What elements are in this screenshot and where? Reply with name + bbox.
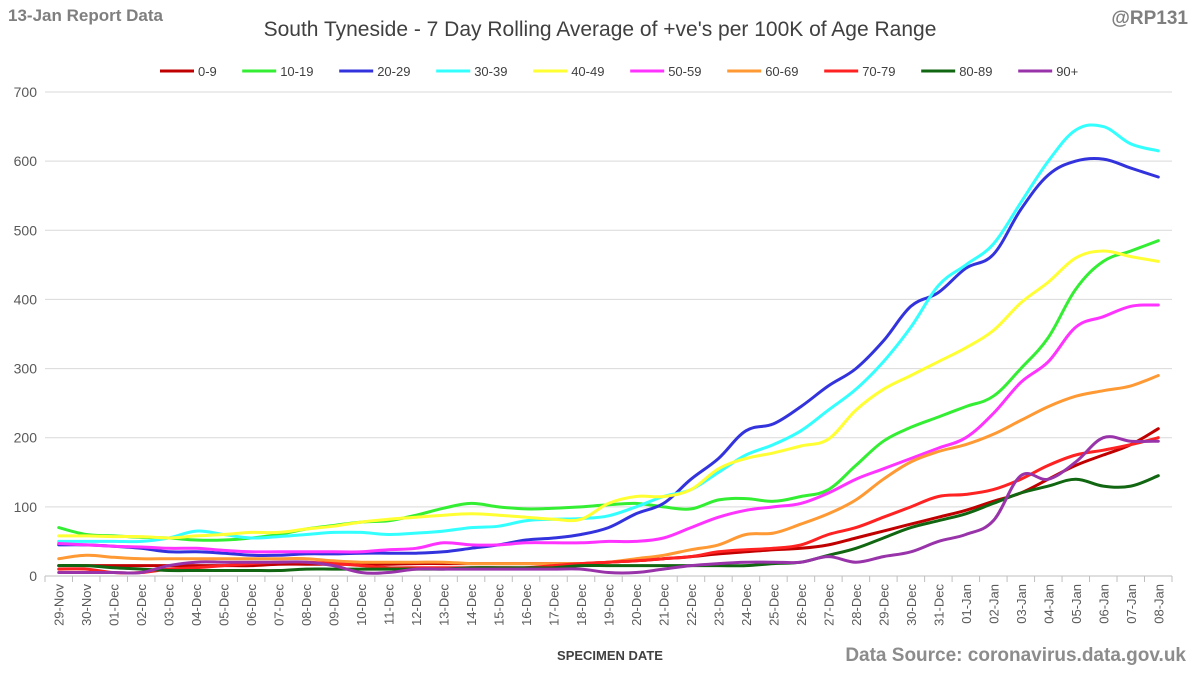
series-line-30-39 <box>57 123 1160 544</box>
legend-label: 60-69 <box>765 64 798 79</box>
legend-label: 80-89 <box>959 64 992 79</box>
x-tick-label: 21-Dec <box>656 584 671 626</box>
x-tick-label: 28-Dec <box>849 584 864 626</box>
x-tick-label: 25-Dec <box>766 584 781 626</box>
series-line-70-79 <box>57 436 1160 575</box>
y-tick-label: 200 <box>14 430 38 446</box>
x-tick-label: 12-Dec <box>409 584 424 626</box>
author-handle: @RP131 <box>1111 8 1188 29</box>
x-tick-label: 23-Dec <box>711 584 726 626</box>
x-tick-label: 14-Dec <box>464 584 479 626</box>
x-axis-label: SPECIMEN DATE <box>557 648 663 663</box>
x-tick-label: 19-Dec <box>602 584 617 626</box>
x-tick-label: 06-Jan <box>1096 584 1111 624</box>
x-tick-label: 01-Jan <box>959 584 974 624</box>
y-tick-label: 100 <box>14 499 38 515</box>
series-line-20-29 <box>57 156 1160 557</box>
legend-label: 50-59 <box>668 64 701 79</box>
legend-label: 70-79 <box>862 64 895 79</box>
legend-label: 0-9 <box>198 64 217 79</box>
x-tick-label: 03-Jan <box>1014 584 1029 624</box>
x-tick-label: 04-Dec <box>189 584 204 626</box>
legend-label: 90+ <box>1056 64 1078 79</box>
legend-label: 30-39 <box>474 64 507 79</box>
report-date-label: 13-Jan Report Data <box>8 6 163 25</box>
x-tick-label: 15-Dec <box>492 584 507 626</box>
legend-label: 40-49 <box>571 64 604 79</box>
legend-label: 10-19 <box>280 64 313 79</box>
y-tick-label: 0 <box>29 568 37 584</box>
x-tick-label: 29-Dec <box>876 584 891 626</box>
x-tick-label: 18-Dec <box>574 584 589 626</box>
x-tick-label: 05-Jan <box>1069 584 1084 624</box>
x-tick-label: 07-Dec <box>272 584 287 626</box>
x-tick-label: 02-Jan <box>986 584 1001 624</box>
x-tick-label: 09-Dec <box>327 584 342 626</box>
x-tick-label: 02-Dec <box>134 584 149 626</box>
chart-title: South Tyneside - 7 Day Rolling Average o… <box>263 18 937 41</box>
series-line-40-49 <box>57 249 1160 540</box>
series-lines <box>57 123 1160 575</box>
data-source-label: Data Source: coronavirus.data.gov.uk <box>845 645 1186 666</box>
x-tick-label: 30-Dec <box>904 584 919 626</box>
axes: 0 100 200 300 400 500 600 700 29-Nov 30-Nov 01-Dec… <box>14 84 1173 626</box>
x-tick-label: 13-Dec <box>437 584 452 626</box>
y-tick-label: 400 <box>14 291 38 307</box>
series-line-10-19 <box>57 239 1160 542</box>
x-tick-label: 30-Nov <box>79 584 94 626</box>
x-tick-label: 24-Dec <box>739 584 754 626</box>
legend: 0-9 10-19 20-29 30-39 40-49 50-59 60-69 70-79 80… <box>160 64 1078 79</box>
x-tick-label: 29-Nov <box>52 584 67 626</box>
x-tick-label: 01-Dec <box>107 584 122 626</box>
series-line-50-59 <box>57 303 1160 554</box>
y-tick-label: 600 <box>14 153 38 169</box>
legend-label: 20-29 <box>377 64 410 79</box>
x-tick-label: 07-Jan <box>1124 584 1139 624</box>
x-tick-label: 06-Dec <box>244 584 259 626</box>
x-tick-label: 22-Dec <box>684 584 699 626</box>
x-tick-label: 08-Dec <box>299 584 314 626</box>
x-tick-label: 20-Dec <box>629 584 644 626</box>
y-tick-label: 500 <box>14 222 38 238</box>
gridlines <box>45 91 1172 508</box>
series-line-0-9 <box>57 427 1160 568</box>
y-tick-label: 700 <box>14 84 38 100</box>
x-tick-label: 26-Dec <box>794 584 809 626</box>
x-tick-label: 17-Dec <box>547 584 562 626</box>
x-tick-label: 31-Dec <box>931 584 946 626</box>
x-tick-label: 08-Jan <box>1151 584 1166 624</box>
x-tick-label: 04-Jan <box>1041 584 1056 624</box>
y-tick-label: 300 <box>14 361 38 377</box>
x-tick-label: 11-Dec <box>382 584 397 625</box>
series-line-90+ <box>57 435 1160 575</box>
x-tick-label: 10-Dec <box>354 584 369 626</box>
x-tick-label: 05-Dec <box>217 584 232 626</box>
x-tick-label: 03-Dec <box>162 584 177 626</box>
x-tick-label: 16-Dec <box>519 584 534 626</box>
x-tick-label: 27-Dec <box>821 584 836 626</box>
series-line-80-89 <box>57 474 1160 573</box>
